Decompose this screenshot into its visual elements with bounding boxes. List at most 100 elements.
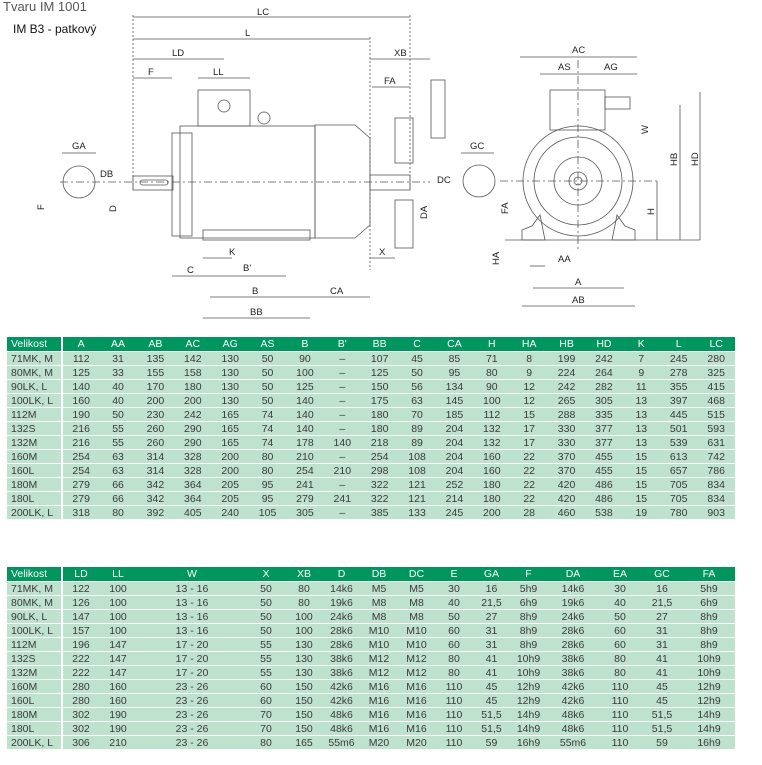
value-cell: 130: [211, 351, 249, 366]
value-cell: 370: [547, 449, 586, 464]
value-cell: 19k6: [547, 595, 599, 610]
value-cell: 22: [510, 449, 548, 464]
table-row: 80MK, M 126 100 13 - 16 50 80 19k6 M8 M8 40 21,5 6h…: [7, 595, 735, 610]
value-cell: 14k6: [547, 581, 599, 596]
value-cell: 252: [435, 477, 474, 492]
table-row: 160M 280 160 23 - 26 60 150 42k6 M16 M16 110 45 12h…: [7, 679, 735, 694]
value-cell: 89: [398, 435, 436, 450]
value-cell: 328: [174, 449, 212, 464]
value-cell: 8h9: [683, 609, 735, 624]
value-cell: 13: [622, 435, 660, 450]
value-cell: 17 - 20: [137, 665, 247, 680]
value-cell: 10h9: [510, 651, 547, 666]
value-cell: 22: [510, 477, 548, 492]
value-cell: 74: [248, 421, 287, 436]
size-cell: 132M: [7, 435, 63, 450]
value-cell: 254: [286, 463, 324, 478]
value-cell: M16: [360, 679, 398, 694]
value-cell: 298: [361, 463, 399, 478]
table-row: 200LK, L 318 80 392 405 240 105 305–385 133 245 20…: [7, 505, 735, 519]
value-cell: 42k6: [547, 693, 599, 708]
size-cell: 200LK, L: [7, 505, 63, 519]
value-cell: 130: [211, 393, 249, 408]
table-row: 180L 302 190 23 - 26 70 150 48k6 M16 M16 110 51,5 1…: [7, 721, 735, 736]
value-cell: 8h9: [510, 637, 547, 652]
table-row: 180M 279 66 342 364 205 95 241–322 121 252 180 22 42…: [7, 477, 735, 492]
value-cell: 305: [286, 505, 324, 519]
value-cell: 122: [62, 581, 99, 596]
table-row: 160L 280 160 23 - 26 60 150 42k6 M16 M16 110 45 12h…: [7, 693, 735, 708]
label-ga: GA: [72, 141, 86, 152]
value-cell: 210: [99, 735, 137, 749]
value-cell: 31: [641, 637, 683, 652]
value-cell: 50: [247, 623, 285, 638]
value-cell: 50: [247, 581, 285, 596]
value-cell: 50: [247, 595, 285, 610]
value-cell: 264: [585, 365, 623, 380]
value-cell: –: [323, 379, 361, 394]
value-cell: 190: [62, 407, 100, 422]
value-cell: 147: [99, 651, 137, 666]
label-l: L: [245, 28, 250, 39]
value-cell: 330: [547, 421, 586, 436]
value-cell: 14h9: [683, 707, 735, 722]
table-row: 71MK, M 112 31 135 142 130 50 90–107 45 85 71 8 199 2…: [7, 351, 735, 366]
value-cell: 15: [622, 449, 660, 464]
column-header: Velikost: [7, 337, 63, 352]
value-cell: 147: [62, 609, 99, 624]
value-cell: 415: [697, 379, 735, 394]
value-cell: 13 - 16: [137, 609, 247, 624]
value-cell: 140: [323, 435, 361, 450]
value-cell: 40: [435, 595, 473, 610]
value-cell: M20: [360, 735, 398, 749]
value-cell: 45: [641, 693, 683, 708]
value-cell: 13 - 16: [137, 595, 247, 610]
value-cell: M16: [360, 693, 398, 708]
column-header: K: [622, 337, 660, 352]
value-cell: 834: [697, 477, 735, 492]
value-cell: 100: [99, 609, 137, 624]
value-cell: 210: [286, 449, 324, 464]
column-header: FA: [683, 567, 735, 582]
value-cell: 180: [361, 421, 399, 436]
value-cell: 23 - 26: [137, 721, 247, 736]
value-cell: 50: [248, 365, 287, 380]
value-cell: 170: [136, 379, 175, 394]
value-cell: 33: [99, 365, 137, 380]
value-cell: 218: [361, 435, 399, 450]
value-cell: 70: [398, 407, 436, 422]
table-row: 132M 222 147 17 - 20 55 130 38k6 M12 M12 80 41 10h9…: [7, 665, 735, 680]
column-header: DB: [360, 567, 398, 582]
value-cell: 328: [174, 463, 212, 478]
value-cell: 31: [473, 637, 510, 652]
value-cell: 14h9: [683, 721, 735, 736]
label-fa-top: FA: [384, 76, 396, 87]
value-cell: 112: [62, 351, 100, 366]
value-cell: 42k6: [323, 693, 360, 708]
table-row: 100LK, L 157 100 13 - 16 50 100 28k6 M10 M10 60 31…: [7, 623, 735, 638]
column-header: BB: [361, 337, 399, 352]
value-cell: 468: [697, 393, 735, 408]
value-cell: M8: [360, 609, 398, 624]
value-cell: 55m6: [323, 735, 360, 749]
value-cell: M12: [360, 665, 398, 680]
value-cell: 279: [286, 491, 324, 506]
value-cell: 130: [211, 365, 249, 380]
column-header: L: [660, 337, 698, 352]
value-cell: 834: [697, 491, 735, 506]
column-header: B': [323, 337, 361, 352]
label-x: X: [379, 247, 386, 258]
label-as: AS: [558, 62, 571, 73]
label-db: DB: [100, 169, 113, 180]
value-cell: 342: [136, 477, 175, 492]
value-cell: 80: [599, 665, 641, 680]
label-ca: CA: [330, 286, 344, 297]
value-cell: 230: [136, 407, 175, 422]
value-cell: 160: [62, 393, 100, 408]
value-cell: 100: [99, 595, 137, 610]
value-cell: 158: [174, 365, 212, 380]
value-cell: 178: [286, 435, 324, 450]
value-cell: 95: [248, 491, 287, 506]
value-cell: 110: [599, 721, 641, 736]
value-cell: 134: [435, 379, 474, 394]
